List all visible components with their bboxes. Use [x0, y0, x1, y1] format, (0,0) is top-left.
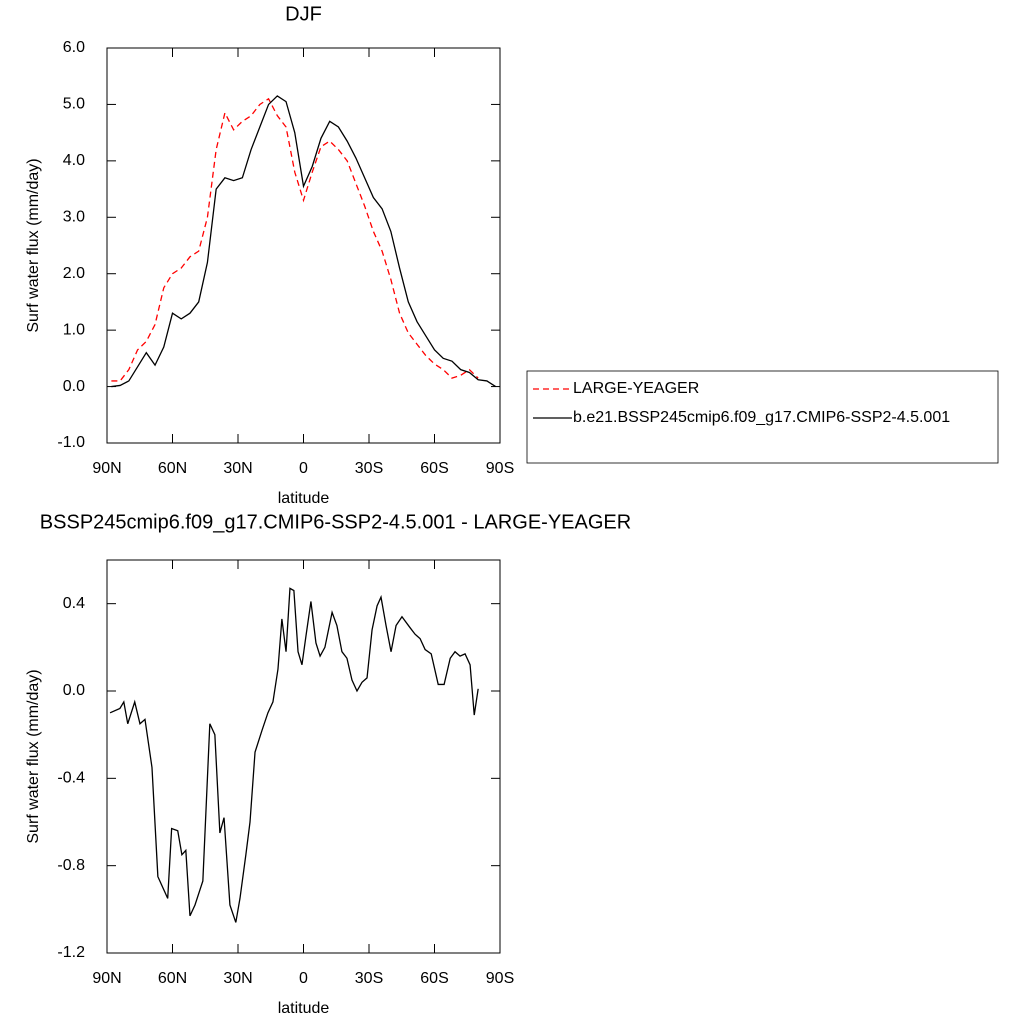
y-tick-label: 2.0: [63, 265, 85, 282]
legend-box: [526, 370, 999, 464]
y-tick-label: 4.0: [63, 152, 85, 169]
y-tick-label: 0.4: [63, 595, 85, 612]
y-tick-label: 0.0: [63, 682, 85, 699]
y-tick-label: -0.8: [57, 857, 85, 874]
x-tick-label: 30N: [223, 460, 252, 477]
y-tick-label: -0.4: [57, 770, 85, 787]
data-line: [111, 95, 496, 388]
x-tick-label: 60N: [158, 970, 187, 987]
x-axis-label: latitude: [278, 1000, 330, 1017]
y-tick-label: 3.0: [63, 209, 85, 226]
x-tick-label: 90S: [486, 460, 514, 477]
chart-title: DJF: [285, 3, 322, 25]
x-tick-label: 90S: [486, 970, 514, 987]
y-tick-label: 0.0: [63, 378, 85, 395]
y-tick-label: -1.0: [57, 434, 85, 451]
x-tick-label: 60S: [420, 460, 448, 477]
x-tick-label: 0: [299, 970, 308, 987]
y-axis-label: Surf water flux (mm/day): [25, 669, 42, 843]
plot-frame: [106, 47, 501, 444]
x-axis-label: latitude: [278, 490, 330, 507]
x-tick-label: 30S: [355, 460, 383, 477]
y-axis-label: Surf water flux (mm/day): [25, 158, 42, 332]
chart-title: BSSP245cmip6.f09_g17.CMIP6-SSP2-4.5.001 …: [40, 511, 631, 533]
x-tick-label: 30N: [223, 970, 252, 987]
data-line: [111, 97, 479, 382]
legend-label: b.e21.BSSP245cmip6.f09_g17.CMIP6-SSP2-4.…: [573, 409, 950, 426]
y-tick-label: 1.0: [63, 321, 85, 338]
y-tick-label: 5.0: [63, 96, 85, 113]
legend-label: LARGE-YEAGER: [573, 380, 699, 397]
y-tick-label: -1.2: [57, 944, 85, 961]
x-tick-label: 60N: [158, 460, 187, 477]
data-line: [109, 587, 479, 923]
x-tick-label: 30S: [355, 970, 383, 987]
y-tick-label: 6.0: [63, 39, 85, 56]
x-tick-label: 90N: [92, 970, 121, 987]
x-tick-label: 0: [299, 460, 308, 477]
x-tick-label: 90N: [92, 460, 121, 477]
x-tick-label: 60S: [420, 970, 448, 987]
